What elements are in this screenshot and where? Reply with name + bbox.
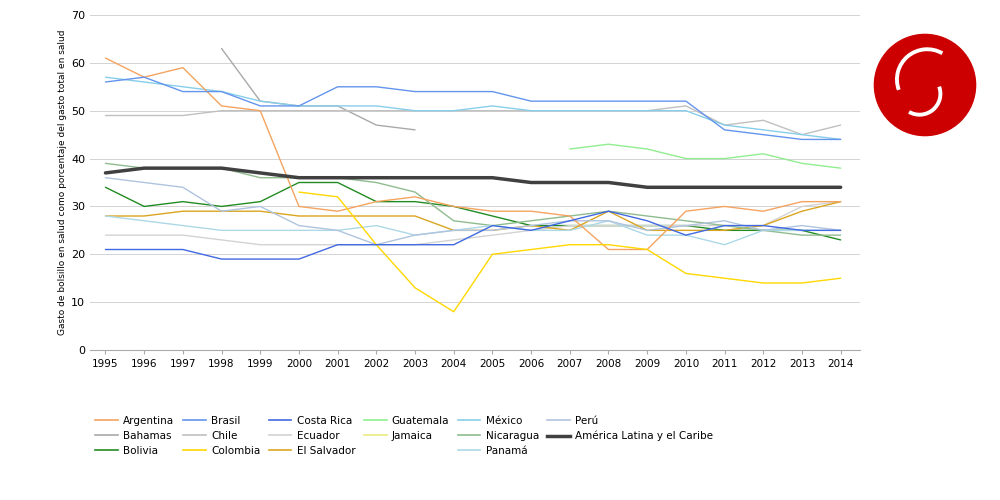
Circle shape (874, 34, 976, 136)
Y-axis label: Gasto de bolsillo en salud como porcentaje del gasto total en salud: Gasto de bolsillo en salud como porcenta… (58, 30, 67, 335)
Legend: Argentina, Bahamas, Bolivia, Brasil, Chile, Colombia, Costa Rica, Ecuador, El Sa: Argentina, Bahamas, Bolivia, Brasil, Chi… (95, 416, 713, 457)
